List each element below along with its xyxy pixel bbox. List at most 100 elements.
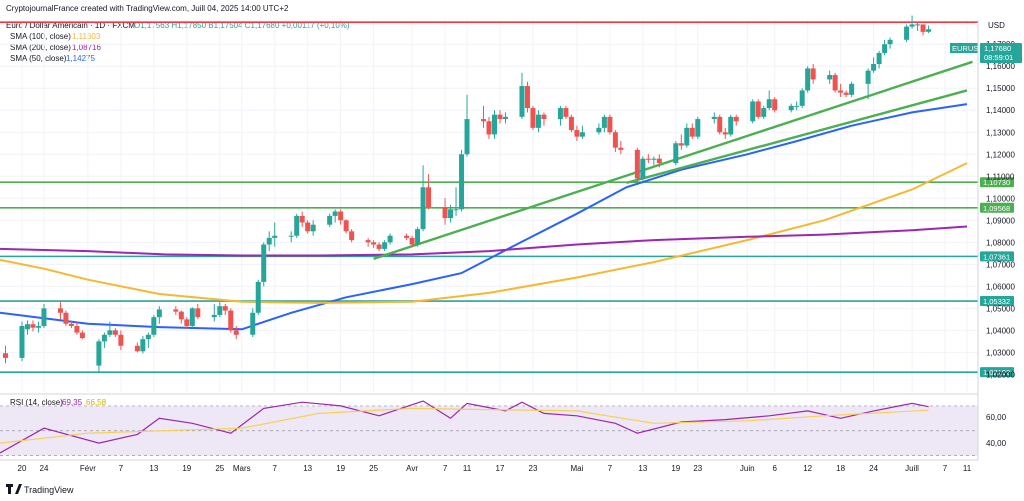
candle-body <box>904 26 910 40</box>
level-label: 1,09568 <box>983 204 1010 213</box>
rsi-value: 69,35 <box>62 398 83 407</box>
candle-body <box>788 105 794 111</box>
candle <box>557 105 563 126</box>
candle <box>601 114 607 133</box>
price-tick-label: 1,03000 <box>986 348 1015 357</box>
candle-body <box>481 119 487 122</box>
candle <box>618 141 624 155</box>
time-tick-label: 13 <box>303 464 312 473</box>
price-tick-label: 1,08000 <box>986 238 1015 247</box>
candle <box>486 116 492 139</box>
symbol-tag-bg <box>950 43 978 53</box>
candle <box>382 240 388 252</box>
price-tick-label: 1,12000 <box>986 150 1015 159</box>
candle-body <box>849 83 855 95</box>
time-tick-label: Févr <box>80 464 96 473</box>
candle-body <box>607 116 613 133</box>
candle-body <box>68 323 74 326</box>
candle-body <box>541 114 547 120</box>
time-tick-label: Juill <box>905 464 919 473</box>
countdown-label: 08:59:01 <box>984 53 1013 62</box>
candle-body <box>371 242 377 245</box>
candle-body <box>733 116 739 122</box>
candle <box>365 237 371 247</box>
candle <box>656 154 662 168</box>
candle-body <box>2 353 8 358</box>
candle <box>832 72 838 93</box>
candle-body <box>876 53 882 65</box>
candle <box>689 123 695 139</box>
legend-sma50-value: 1,14275 <box>66 54 95 63</box>
candle-body <box>915 24 921 26</box>
candle <box>838 83 844 98</box>
rsi-tick-60: 60,00 <box>986 413 1007 422</box>
candle-body <box>173 309 179 312</box>
candle-body <box>530 108 536 128</box>
candle <box>376 242 382 252</box>
candle <box>678 134 684 150</box>
legend-sma50-label[interactable]: SMA (50, close) <box>10 54 67 63</box>
time-tick-label: 6 <box>772 464 777 473</box>
candle-body <box>140 339 146 352</box>
candle <box>371 240 377 248</box>
time-tick-label: 20 <box>18 464 27 473</box>
candle-body <box>305 222 311 232</box>
rsi-label[interactable]: RSI (14, close) <box>10 398 63 407</box>
candle-body <box>266 237 272 245</box>
candle <box>30 320 36 332</box>
tradingview-logo-icon <box>6 484 22 494</box>
candle-body <box>338 211 344 221</box>
time-tick-label: 24 <box>40 464 49 473</box>
candle-body <box>491 114 497 135</box>
candle-body <box>761 108 767 117</box>
candle <box>491 110 497 139</box>
price-tick-label: 1,05000 <box>986 304 1015 313</box>
time-tick-label: 19 <box>336 464 345 473</box>
candle-body <box>156 309 162 318</box>
candle-body <box>382 242 388 249</box>
candle <box>673 141 679 166</box>
trendlines <box>373 60 973 260</box>
candle-body <box>420 187 426 230</box>
candle-body <box>612 132 618 148</box>
candle <box>195 303 201 320</box>
time-axis[interactable]: 20 24 Févr 7 13 19 25 Mars 7 13 19 25 Avr 7 11 17 23 Mai 7… <box>18 464 972 473</box>
candle <box>827 70 833 84</box>
time-tick-label: 24 <box>869 464 878 473</box>
candle-body <box>217 306 223 315</box>
candle <box>118 330 124 351</box>
legend-sma100-label[interactable]: SMA (100, close) <box>10 32 71 41</box>
candle-body <box>574 130 580 137</box>
candle-body <box>871 64 877 71</box>
candle <box>349 229 355 243</box>
candle-body <box>695 119 701 137</box>
candle-body <box>376 244 382 249</box>
sma-line <box>0 162 968 304</box>
candle-body <box>640 158 646 179</box>
candle-body <box>634 149 640 179</box>
candle-body <box>365 240 371 243</box>
time-tick-label: 18 <box>836 464 845 473</box>
indicator-legend: SMA (100, close) 1,11603 SMA (200, close… <box>10 32 101 63</box>
candle-body <box>35 325 41 328</box>
candle <box>904 24 910 43</box>
price-tick-label: 1,04000 <box>986 326 1015 335</box>
candle <box>722 127 728 139</box>
candle <box>772 97 778 113</box>
candle <box>574 125 580 142</box>
time-tick-label: 17 <box>496 464 505 473</box>
candle-body <box>920 24 926 32</box>
level-label: 1,05332 <box>983 297 1010 306</box>
price-tick-label: 1,14000 <box>986 106 1015 115</box>
time-tick-label: 25 <box>215 464 224 473</box>
candle-body <box>519 86 525 117</box>
candle-body <box>349 231 355 241</box>
tradingview-brand: TradingView <box>24 485 74 495</box>
candle-body <box>755 101 761 117</box>
time-tick-label: Mars <box>233 464 251 473</box>
price-tick-label: 1,06000 <box>986 282 1015 291</box>
candle <box>481 105 487 128</box>
candle-body <box>568 116 574 131</box>
price-tick-label: 1,16000 <box>986 62 1015 71</box>
legend-sma200-label[interactable]: SMA (200, close) <box>10 43 71 52</box>
